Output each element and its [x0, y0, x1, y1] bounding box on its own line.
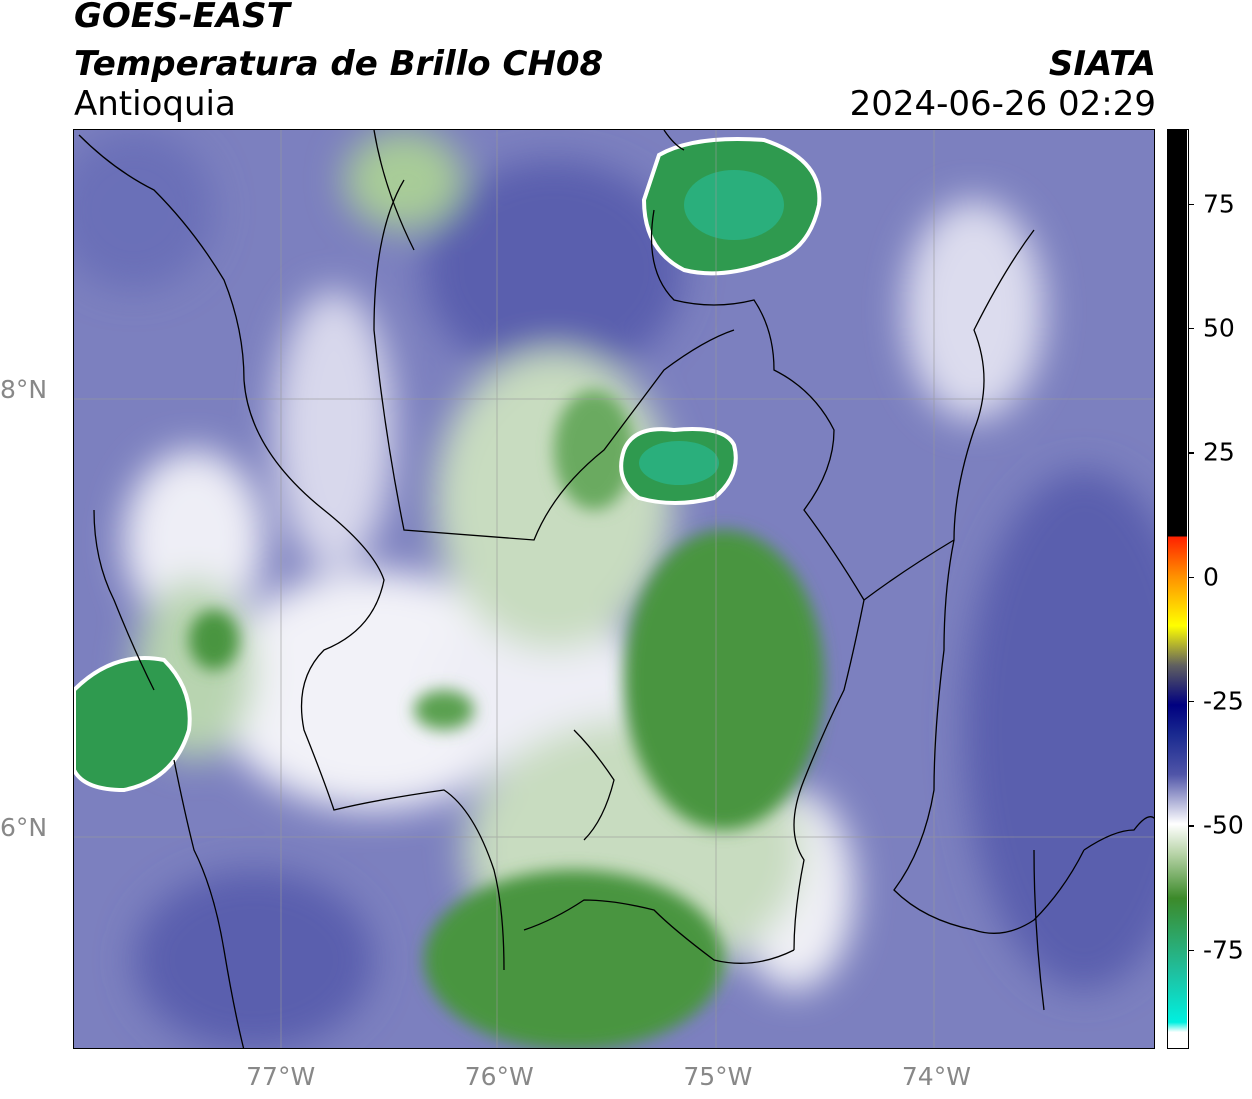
political-borders [78, 130, 1154, 1048]
datetime-label: 2024-06-26 02:29 [849, 84, 1156, 124]
colorbar [1167, 129, 1189, 1049]
convective-core-west [74, 656, 192, 793]
colorbar-tick-label: 0 [1203, 562, 1219, 592]
colorbar-tick [1188, 203, 1194, 206]
colorbar-tick [1188, 700, 1194, 703]
colorbar-tick-label: 75 [1203, 189, 1235, 219]
product-title: Temperatura de Brillo CH08 [74, 44, 604, 84]
colorbar-tick [1188, 327, 1194, 330]
colorbar-fill [1168, 130, 1187, 1047]
colorbar-tick [1188, 576, 1194, 579]
colorbar-tick-label: -75 [1203, 935, 1244, 965]
colorbar-tick [1188, 452, 1194, 454]
colorbar-gradient [1168, 130, 1187, 1047]
core-north-center [684, 170, 784, 240]
brand-label: SIATA [1048, 44, 1156, 84]
gridlines [74, 130, 1154, 1048]
colorbar-tick-label: 50 [1203, 313, 1235, 343]
satellite-map[interactable] [73, 129, 1155, 1049]
region-label: Antioquia [74, 84, 236, 124]
satellite-title: GOES-EAST [74, 0, 290, 36]
lon-label: 77°W [246, 1062, 316, 1091]
colorbar-tick [1188, 949, 1194, 952]
lon-label: 76°W [464, 1062, 534, 1091]
lat-label: 6°N [0, 812, 48, 842]
lon-label: 74°W [901, 1062, 971, 1091]
colorbar-tick [1188, 825, 1194, 827]
lat-label: 8°N [0, 374, 48, 404]
colorbar-tick-label: 25 [1203, 437, 1235, 467]
lon-label: 75°W [683, 1062, 753, 1091]
cloud-field-layer [74, 130, 1154, 1048]
cold-cloud-tops-layer [189, 390, 824, 1048]
map-canvas [74, 130, 1154, 1048]
colorbar-tick-label: -25 [1203, 686, 1244, 716]
colorbar-tick-label: -50 [1203, 810, 1244, 840]
core-central-center [639, 441, 719, 485]
